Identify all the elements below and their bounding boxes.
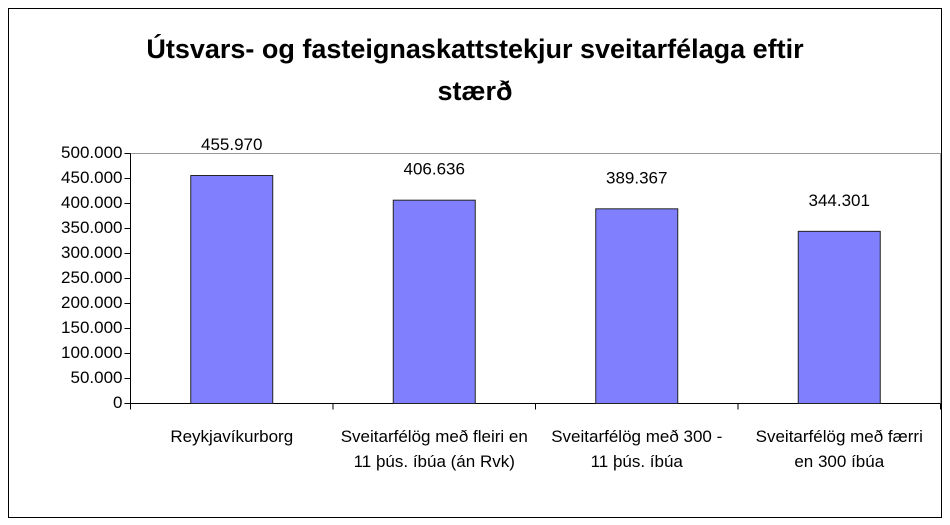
y-tick-label: 500.000 (61, 143, 122, 162)
data-label: 406.636 (404, 160, 465, 179)
bar (595, 208, 679, 404)
y-tick-label: 450.000 (61, 168, 122, 187)
y-tick-label: 0 (113, 393, 122, 412)
bar (392, 199, 476, 404)
x-tick-label: Reykjavíkurborg (170, 427, 294, 446)
x-tick-label: Sveitarfélög með færri en 300 íbúa (755, 427, 923, 471)
chart-title: Útsvars- og fasteignaskattstekjur sveita… (146, 34, 804, 106)
data-label: 344.301 (809, 191, 870, 210)
y-tick-label: 150.000 (61, 318, 122, 337)
bar (797, 230, 881, 404)
y-tick-label: 400.000 (61, 193, 122, 212)
data-label: 389.367 (606, 168, 667, 187)
bar (190, 175, 274, 404)
y-tick-label: 200.000 (61, 293, 122, 312)
data-label: 455.970 (201, 135, 262, 154)
y-tick-label: 300.000 (61, 243, 122, 262)
y-tick-label: 100.000 (61, 343, 122, 362)
y-tick-label: 50.000 (71, 368, 123, 387)
y-tick-label: 350.000 (61, 218, 122, 237)
x-tick-label: Sveitarfélög með 300 - 11 þús. íbúa (551, 427, 723, 471)
x-tick-label: Sveitarfélög með fleiri en 11 þús. íbúa … (340, 427, 528, 471)
y-tick-label: 250.000 (61, 268, 122, 287)
